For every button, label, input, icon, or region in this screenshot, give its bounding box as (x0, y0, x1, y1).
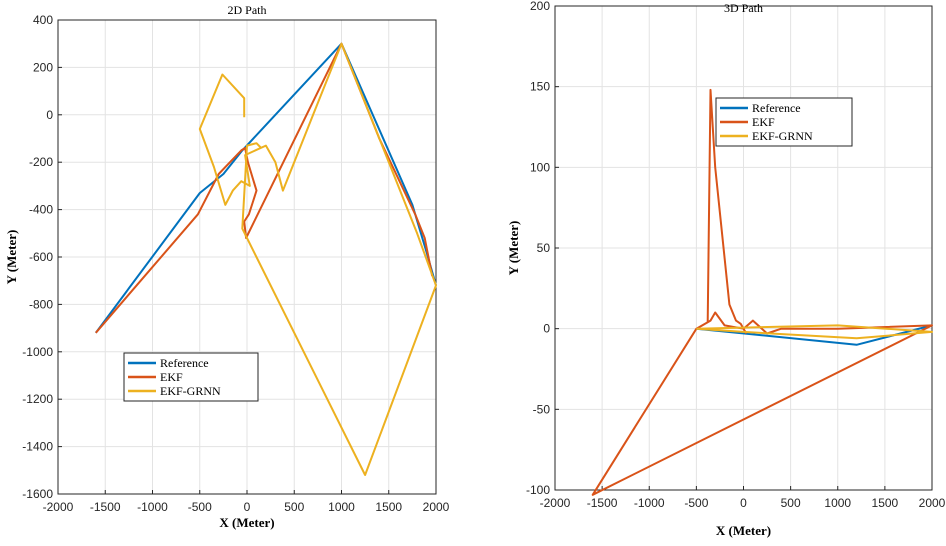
y-tick-label: -50 (533, 402, 551, 416)
y-axis-label: Y (Meter) (4, 230, 19, 285)
legend-label: Reference (752, 101, 801, 115)
y-tick-label: 0 (46, 108, 53, 122)
y-tick-label: -800 (29, 297, 53, 311)
series-line-ekf (95, 42, 434, 334)
x-tick-label: 1000 (824, 496, 851, 510)
chart-title: 3D Path (724, 1, 763, 15)
chart-title: 2D Path (228, 3, 267, 17)
x-tick-label: 2000 (919, 496, 946, 510)
x-tick-label: 500 (284, 500, 304, 514)
x-tick-label: 2000 (423, 500, 450, 514)
legend-label: EKF (752, 115, 775, 129)
y-tick-label: -600 (29, 250, 53, 264)
x-tick-label: -500 (684, 496, 708, 510)
y-tick-label: 50 (537, 241, 551, 255)
series-line-reference (696, 324, 933, 346)
y-axis-label: Y (Meter) (506, 221, 521, 276)
chart-panel-1: -2000 -1500 -1000 -500 0 500 1000 1500 200040020… (4, 3, 450, 530)
x-tick-label: -2000 (43, 500, 74, 514)
x-tick-label: -500 (188, 500, 212, 514)
y-tick-label: 100 (530, 160, 550, 174)
y-tick-label: 200 (33, 60, 53, 74)
legend-label: EKF (160, 370, 183, 384)
y-tick-label: -100 (526, 483, 550, 497)
y-tick-label: 200 (530, 0, 550, 13)
legend-label: EKF-GRNN (160, 384, 221, 398)
y-tick-label: -200 (29, 155, 53, 169)
axes-frame (554, 5, 933, 491)
x-tick-label: 500 (781, 496, 801, 510)
axes-frame (57, 19, 437, 495)
x-tick-label: 0 (244, 500, 251, 514)
y-tick-label: -1200 (22, 392, 53, 406)
x-axis-label: X (Meter) (716, 523, 771, 538)
x-axis-label: X (Meter) (219, 515, 274, 530)
y-tick-label: -400 (29, 203, 53, 217)
x-tick-label: -1500 (90, 500, 121, 514)
x-tick-label: 1500 (872, 496, 899, 510)
x-tick-label: 0 (740, 496, 747, 510)
x-tick-label: 1000 (328, 500, 355, 514)
x-tick-label: -1500 (587, 496, 618, 510)
x-tick-label: -1000 (634, 496, 665, 510)
legend-label: EKF-GRNN (752, 129, 813, 143)
x-tick-label: 1500 (375, 500, 402, 514)
series-line-ekf (591, 88, 933, 496)
x-tick-label: -1000 (137, 500, 168, 514)
y-tick-label: -1400 (22, 440, 53, 454)
y-tick-label: 150 (530, 80, 550, 94)
series-line-reference (94, 42, 437, 334)
y-tick-label: 400 (33, 13, 53, 27)
y-tick-label: -1600 (22, 487, 53, 501)
legend-label: Reference (160, 356, 209, 370)
y-tick-label: -1000 (22, 345, 53, 359)
series-line-ekf-grnn (696, 324, 933, 340)
x-tick-label: -2000 (540, 496, 571, 510)
chart-panel-2: -2000 -1500 -1000 -500 0 500 1000 1500 200020015… (506, 0, 946, 538)
series-line-ekf-grnn (198, 42, 437, 476)
y-tick-label: 0 (543, 322, 550, 336)
